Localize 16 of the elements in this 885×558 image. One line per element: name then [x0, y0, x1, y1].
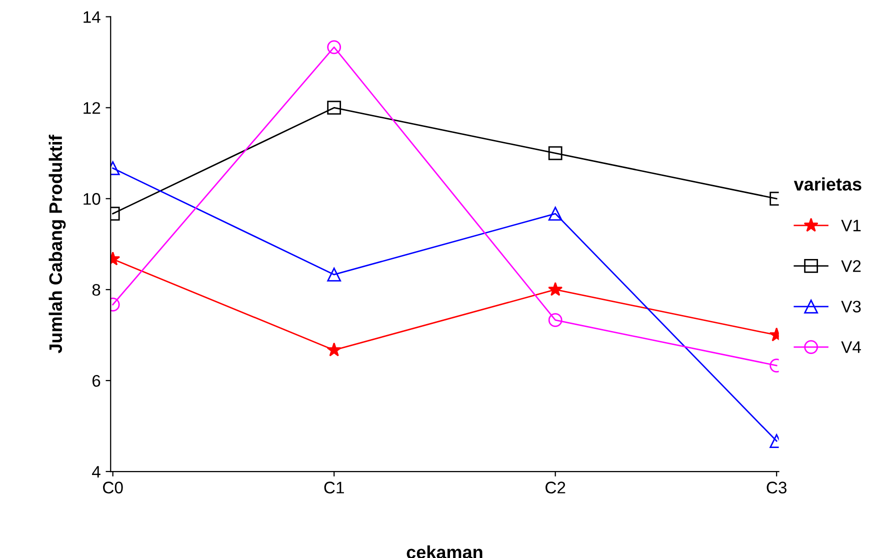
- legend-label: V2: [841, 260, 861, 272]
- legend-label: V4: [841, 341, 861, 353]
- y-tick-label: 10: [84, 193, 100, 205]
- legend-label: V1: [841, 220, 861, 232]
- y-axis-title: Jumlah Cabang Produktif: [48, 134, 66, 354]
- legend-title: varietas: [794, 177, 862, 191]
- y-tick-label: 6: [92, 374, 100, 387]
- x-tick-label: C3: [766, 482, 787, 494]
- y-tick-label: 8: [92, 284, 100, 296]
- x-tick-label: C2: [546, 482, 566, 494]
- legend-label: V3: [841, 300, 861, 313]
- y-tick-label: 4: [92, 466, 100, 478]
- x-tick-label: C1: [324, 482, 344, 494]
- x-tick-label: C0: [103, 482, 123, 494]
- y-tick-label: 12: [84, 102, 100, 114]
- y-tick-label: 14: [84, 11, 100, 23]
